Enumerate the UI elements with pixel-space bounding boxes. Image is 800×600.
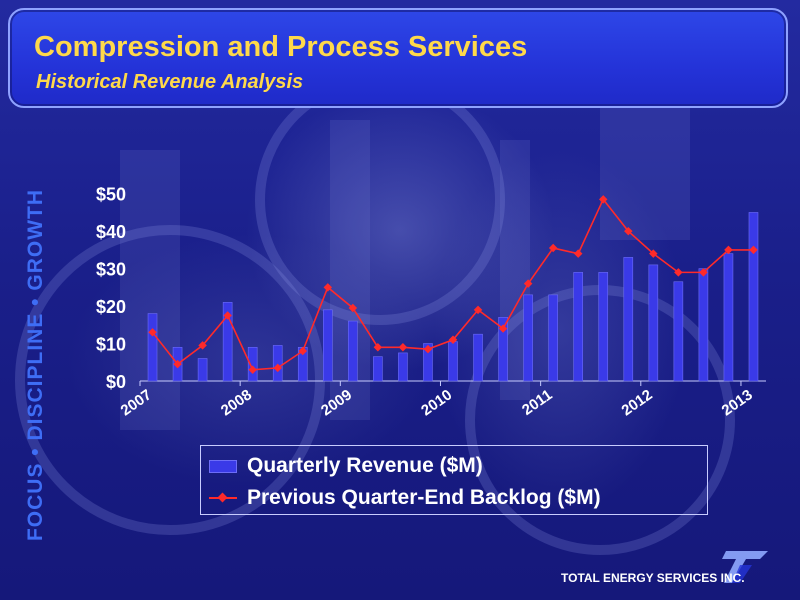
revenue-bar (473, 333, 483, 382)
revenue-bar (573, 272, 584, 382)
revenue-bar (373, 356, 383, 382)
backlog-point (248, 365, 257, 375)
legend-label-revenue: Quarterly Revenue ($M) (247, 454, 483, 477)
revenue-bar (648, 264, 659, 382)
y-tick-label: $30 (96, 260, 126, 280)
backlog-point (699, 268, 708, 277)
legend-item-backlog: Previous Quarter-End Backlog ($M) (209, 484, 601, 512)
x-tick-label: 2013 (719, 386, 756, 419)
x-tick-label: 2008 (218, 386, 255, 419)
x-tick-label: 2009 (318, 386, 355, 419)
revenue-bar (623, 257, 634, 382)
backlog-point (473, 305, 483, 315)
backlog-point (223, 311, 232, 320)
x-tick-label: 2010 (418, 386, 455, 419)
backlog-point (448, 335, 458, 345)
backlog-point (298, 346, 308, 356)
title-banner: Compression and Process Services Histori… (8, 8, 788, 108)
y-tick-label: $10 (96, 335, 126, 355)
x-tick-label: 2011 (519, 386, 555, 419)
y-tick-label: $40 (96, 222, 126, 242)
backlog-point (273, 363, 282, 373)
company-name: TOTAL ENERGY SERVICES INC. (561, 571, 745, 585)
revenue-bar (548, 294, 558, 382)
company-logo (722, 551, 768, 583)
revenue-bar (448, 341, 458, 382)
revenue-bar (523, 294, 533, 382)
revenue-bar (247, 346, 258, 382)
revenue-bar (222, 302, 233, 382)
revenue-bar (322, 309, 333, 382)
page-title: Compression and Process Services (34, 31, 528, 63)
legend-item-revenue: Quarterly Revenue ($M) (209, 452, 483, 480)
legend-label-backlog: Previous Quarter-End Backlog ($M) (247, 486, 601, 509)
backlog-point (148, 328, 157, 337)
revenue-bar (348, 320, 358, 382)
revenue-bar (598, 272, 609, 382)
revenue-bar (748, 212, 759, 382)
revenue-bar (197, 358, 208, 382)
revenue-bar (423, 343, 433, 382)
revenue-bar (398, 352, 408, 382)
revenue-bar (723, 253, 734, 382)
backlog-point (523, 279, 533, 288)
legend-line-swatch (209, 492, 237, 504)
chart-legend: Quarterly Revenue ($M) Previous Quarter-… (200, 445, 708, 515)
backlog-point (198, 341, 207, 350)
backlog-point (423, 344, 433, 354)
backlog-point (498, 324, 508, 333)
backlog-point (674, 268, 683, 277)
y-tick-label: $50 (96, 185, 126, 205)
revenue-bar (673, 281, 684, 382)
backlog-point (573, 249, 583, 258)
revenue-bar (272, 345, 283, 382)
x-tick-label: 2012 (619, 386, 656, 419)
legend-bar-swatch (209, 459, 237, 473)
backlog-point (373, 343, 383, 352)
page-subtitle: Historical Revenue Analysis (36, 71, 304, 93)
backlog-point (398, 343, 408, 352)
revenue-bar (147, 313, 158, 382)
revenue-bar (498, 317, 508, 382)
backlog-point (323, 283, 333, 292)
revenue-bar (698, 268, 709, 382)
y-tick-label: $20 (96, 297, 126, 317)
backlog-point (348, 303, 358, 313)
y-tick-label: $0 (106, 372, 126, 392)
backlog-point (173, 359, 182, 369)
